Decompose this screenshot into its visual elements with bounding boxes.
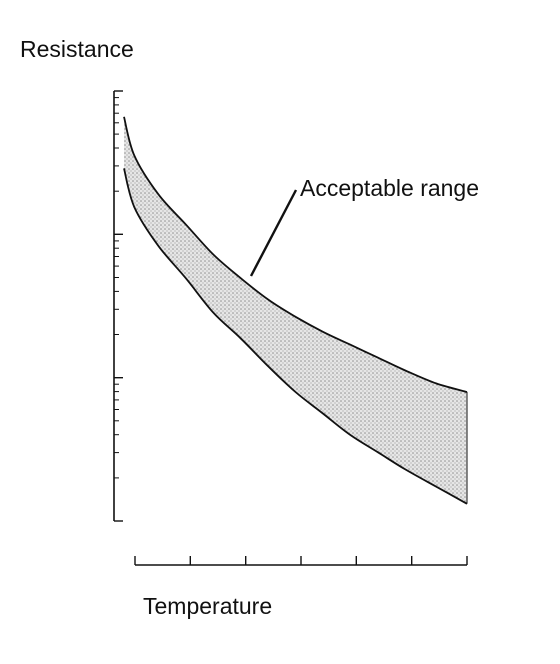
lower-limit-curve bbox=[123, 168, 468, 505]
upper-limit-curve bbox=[123, 116, 468, 393]
annotation-acceptable-range: Acceptable range bbox=[300, 175, 479, 201]
x-axis-label: Temperature bbox=[143, 593, 272, 619]
y-axis-label: Resistance bbox=[20, 36, 134, 62]
acceptable-range-band bbox=[124, 116, 467, 504]
axes-layer bbox=[113, 90, 468, 566]
annotation-leader-line bbox=[249, 189, 298, 277]
annotation-layer bbox=[249, 189, 298, 277]
band-layer bbox=[123, 116, 468, 505]
